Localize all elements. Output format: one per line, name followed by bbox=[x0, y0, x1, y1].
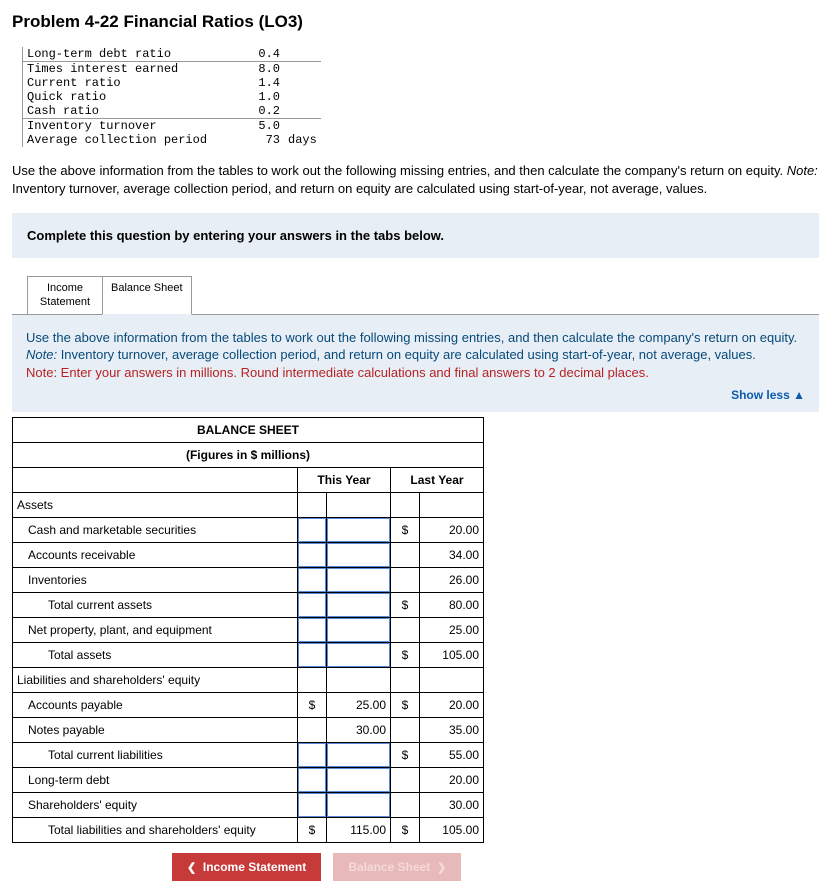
tcl-ty-val[interactable] bbox=[327, 742, 391, 767]
ratios-table: Long-term debt ratio0.4 Times interest e… bbox=[22, 47, 321, 147]
ar-ty-val[interactable] bbox=[327, 542, 391, 567]
se-ty-val[interactable] bbox=[327, 792, 391, 817]
col-last-year: Last Year bbox=[391, 467, 484, 492]
bs-title: BALANCE SHEET bbox=[13, 417, 484, 442]
inv-ty-val[interactable] bbox=[327, 567, 391, 592]
bs-subtitle: (Figures in $ millions) bbox=[13, 442, 484, 467]
ppe-ty-val[interactable] bbox=[327, 617, 391, 642]
next-balance-sheet-button[interactable]: Balance Sheet ❯ bbox=[333, 853, 461, 881]
tab-income-statement[interactable]: IncomeStatement bbox=[27, 276, 103, 314]
prompt-box: Complete this question by entering your … bbox=[12, 213, 819, 258]
tab-bar: IncomeStatement Balance Sheet bbox=[27, 276, 819, 314]
tcl-ty-input[interactable] bbox=[298, 742, 327, 767]
tab-panel: Use the above information from the table… bbox=[12, 314, 819, 412]
chevron-left-icon: ❮ bbox=[187, 862, 196, 874]
tca-ty-input[interactable] bbox=[298, 592, 327, 617]
ta-ty-input[interactable] bbox=[298, 642, 327, 667]
ppe-ty-input[interactable] bbox=[298, 617, 327, 642]
ar-ty-input[interactable] bbox=[298, 542, 327, 567]
ltd-ty-val[interactable] bbox=[327, 767, 391, 792]
ta-ty-val[interactable] bbox=[327, 642, 391, 667]
prev-income-statement-button[interactable]: ❮ Income Statement bbox=[172, 853, 321, 881]
cash-ty-input[interactable] bbox=[298, 517, 327, 542]
instructions-text: Use the above information from the table… bbox=[12, 162, 819, 198]
chevron-right-icon: ❯ bbox=[437, 862, 446, 874]
cash-ty-val[interactable] bbox=[327, 517, 391, 542]
balance-sheet-table: BALANCE SHEET (Figures in $ millions) Th… bbox=[12, 417, 484, 843]
col-this-year: This Year bbox=[298, 467, 391, 492]
inv-ty-input[interactable] bbox=[298, 567, 327, 592]
tab-balance-sheet[interactable]: Balance Sheet bbox=[102, 276, 192, 314]
se-ty-input[interactable] bbox=[298, 792, 327, 817]
ltd-ty-input[interactable] bbox=[298, 767, 327, 792]
show-less-toggle[interactable]: Show less ▲ bbox=[26, 387, 805, 403]
tca-ty-val[interactable] bbox=[327, 592, 391, 617]
footer-nav: ❮ Income Statement Balance Sheet ❯ bbox=[172, 853, 819, 881]
page-title: Problem 4-22 Financial Ratios (LO3) bbox=[12, 12, 819, 32]
